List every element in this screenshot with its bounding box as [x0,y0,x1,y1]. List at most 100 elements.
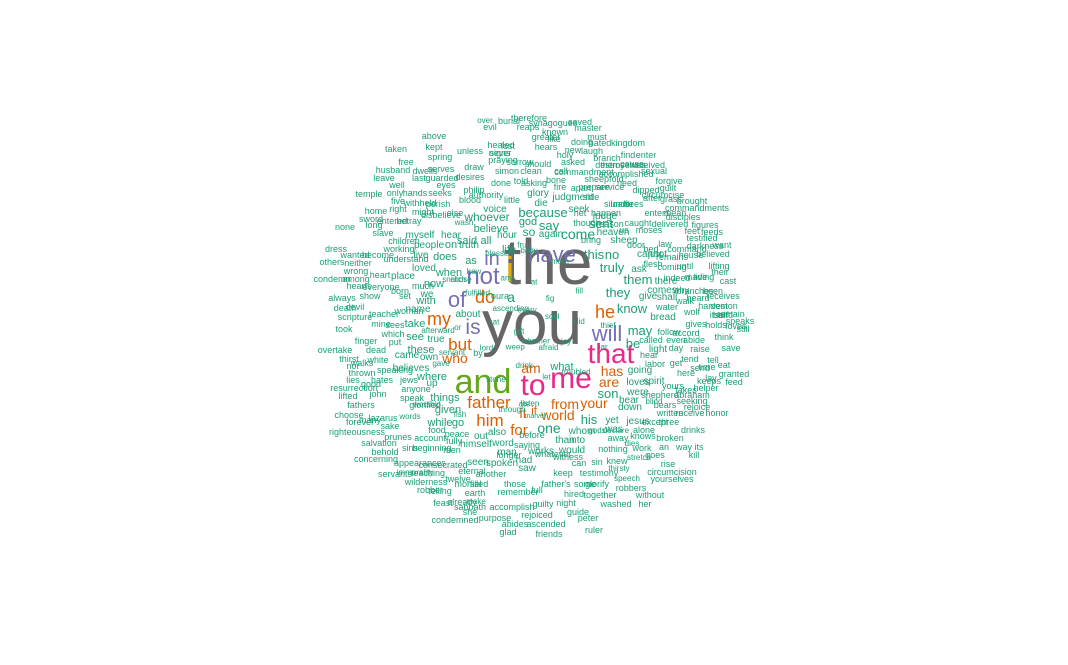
cloud-word: its [695,442,705,452]
cloud-word: had [516,455,533,466]
cloud-word: their [711,267,729,277]
cloud-word: you [482,289,582,358]
cloud-word: perish [426,199,451,209]
cloud-word: remember [497,487,538,497]
cloud-word: judgment [551,192,593,203]
cloud-word: granted [719,369,750,379]
cloud-word: house [679,250,704,260]
cloud-word: drinks [681,425,706,435]
cloud-word: nothing [598,444,628,454]
cloud-word: her [638,499,651,509]
cloud-word: sins [402,443,419,453]
cloud-word: given [435,404,461,416]
cloud-word: bone [546,175,566,185]
cloud-word: weep [505,343,526,352]
cloud-word: asking [521,178,547,188]
cloud-word: delivered [652,219,689,229]
cloud-word: baby [520,246,537,255]
cloud-word: five [391,196,405,206]
cloud-word: time [698,362,715,372]
cloud-word: moses [636,225,663,235]
cloud-word: coming [657,262,686,272]
cloud-word: guarded [425,173,458,183]
cloud-word: side [583,192,600,202]
cloud-word: should [525,159,552,169]
cloud-word: leave [373,173,395,183]
cloud-word: yours [662,381,685,391]
cloud-word: father's [541,479,571,489]
cloud-word: show [359,291,381,301]
cloud-word: remain [717,309,745,319]
cloud-word: burial [498,116,520,126]
cloud-word: ate [519,399,531,408]
cloud-word: lifting [708,261,729,271]
cloud-word: i [506,249,514,290]
cloud-word: raise [690,344,710,354]
cloud-word: or [454,323,461,332]
cloud-word: healed [487,140,514,150]
cloud-word: gave [432,359,450,368]
cloud-word: circumcision [647,467,697,477]
cloud-word: dies [625,439,640,448]
cloud-word: afraid [538,343,558,352]
cloud-word: put [389,337,402,347]
cloud-word: lost [501,141,516,151]
cloud-word: remains [656,252,689,262]
cloud-word: condemn [313,274,350,284]
cloud-word: testified [686,233,717,243]
cloud-word: lazarus [368,413,398,423]
cloud-word: praying [488,155,518,165]
cloud-word: happen [591,208,621,218]
cloud-word: another [476,469,507,479]
cloud-word: saw [518,463,537,474]
cloud-word: teaching [411,468,445,478]
cloud-word: she [463,507,478,517]
cloud-word: rejoice [684,402,711,412]
cloud-word: speaks [726,316,755,326]
cloud-word: born [391,286,409,296]
cloud-word: woman [393,306,423,316]
cloud-word: now [424,278,444,290]
cloud-word: bears [654,400,677,410]
cloud-word: hated [589,138,612,148]
cloud-word: without [635,490,665,500]
cloud-word: light [649,344,668,355]
cloud-word: sabbath [454,502,486,512]
cloud-word: ascending [493,304,529,313]
cloud-word: thirsty [608,464,629,473]
cloud-word: none [335,222,355,232]
cloud-word: may [628,323,653,338]
cloud-word: they [606,285,631,300]
cloud-word: works [527,446,554,457]
cloud-word: yourselves [650,474,694,484]
cloud-word: hired [564,489,584,499]
cloud-word: harvest [698,301,728,311]
cloud-word: therefore [511,113,547,123]
cloud-word: until [677,261,694,271]
cloud-word: mean [664,208,687,218]
cloud-word: find [621,150,636,160]
cloud-word: concerning [354,454,398,464]
cloud-word: go [452,417,464,429]
cloud-word: listen [521,399,540,408]
cloud-word: behold [371,447,398,457]
cloud-word: sat [489,317,500,326]
cloud-word: branch [593,153,621,163]
cloud-word: spring [428,152,453,162]
cloud-word: loves [725,321,747,331]
cloud-word: servants [378,469,413,479]
cloud-word: if [531,405,537,417]
cloud-word: salvation [361,438,397,448]
cloud-word: we [420,289,434,300]
cloud-word: out [474,431,488,442]
cloud-word: honor [705,408,728,418]
cloud-word: thief [600,321,616,330]
cloud-word: prunes [384,432,412,442]
cloud-word: yet [605,415,619,426]
cloud-word: free [398,157,414,167]
cloud-word: glorified [409,400,441,410]
cloud-word: unless [457,146,484,156]
cloud-word: net [574,208,587,218]
cloud-word: holy [557,150,574,160]
cloud-word: righteousness [329,427,386,437]
